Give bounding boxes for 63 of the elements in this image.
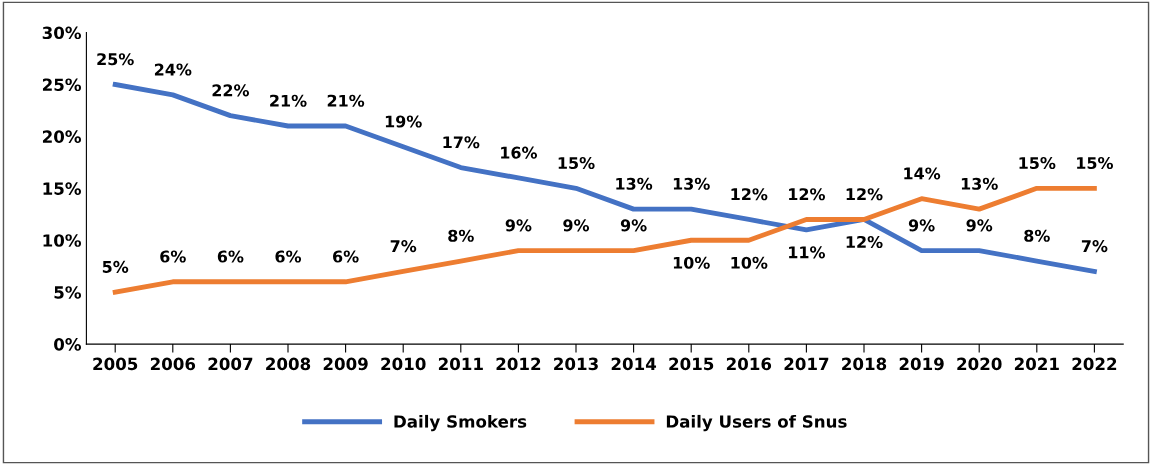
y-tick-label: 20%: [42, 130, 82, 143]
x-tick-label: 2021: [1014, 357, 1059, 371]
x-tick-label: 2010: [381, 357, 426, 371]
data-label: 24%: [154, 63, 192, 76]
data-label: 10%: [673, 256, 710, 269]
data-label: 13%: [673, 177, 710, 190]
data-label: 7%: [390, 240, 417, 253]
x-tick-label: 2018: [842, 357, 887, 371]
x-tick-label: 2007: [208, 357, 253, 371]
data-label: 16%: [501, 146, 538, 159]
data-label: 6%: [160, 250, 186, 263]
data-label: 6%: [217, 250, 244, 263]
y-tick-label: 10%: [43, 234, 82, 247]
y-tick-label: 15%: [43, 182, 82, 195]
x-tick-label: 2022: [1072, 357, 1117, 371]
data-label: 12%: [846, 235, 883, 248]
data-label: 21%: [327, 94, 365, 107]
data-label: 17%: [443, 136, 480, 149]
data-label: 9%: [966, 219, 993, 232]
data-label: 7%: [1081, 240, 1108, 253]
y-tick-label: 30%: [42, 26, 82, 40]
x-tick-label: 2013: [554, 357, 598, 371]
x-tick-label: 2011: [438, 357, 483, 371]
data-label: 15%: [1077, 156, 1114, 170]
data-label: 6%: [333, 250, 359, 263]
data-label: 13%: [616, 177, 653, 190]
x-tick-label: 2015: [669, 357, 714, 371]
y-tick-label: 5%: [54, 286, 82, 299]
x-tick-label: 2016: [726, 357, 772, 371]
data-label: 9%: [620, 219, 647, 232]
x-tick-label: 2014: [611, 357, 657, 371]
data-label: 6%: [275, 250, 302, 263]
data-label: 21%: [270, 94, 307, 107]
data-label: 8%: [448, 229, 474, 242]
data-label: 9%: [505, 219, 532, 232]
data-label: 13%: [961, 177, 998, 190]
x-tick-label: 2006: [150, 357, 196, 371]
data-label: 5%: [102, 260, 129, 273]
data-label: 25%: [97, 53, 134, 66]
data-label: 14%: [904, 167, 941, 180]
data-label: 9%: [563, 219, 590, 232]
legend-label: Daily Smokers: [394, 414, 527, 432]
data-label: 12%: [731, 188, 768, 201]
x-tick-label: 2017: [784, 357, 829, 371]
data-label: 15%: [1019, 156, 1056, 170]
data-label: 9%: [908, 219, 935, 232]
x-tick-label: 2009: [323, 357, 368, 371]
y-tick-label: 25%: [42, 78, 82, 92]
data-label: 12%: [789, 188, 826, 201]
data-label: 22%: [212, 84, 250, 97]
y-tick-label: 0%: [54, 338, 82, 351]
data-label: 10%: [731, 256, 768, 269]
x-tick-label: 2019: [899, 357, 944, 371]
data-label: 11%: [789, 246, 826, 259]
x-tick-label: 2005: [93, 357, 138, 371]
x-tick-label: 2008: [266, 357, 311, 371]
data-label: 12%: [846, 188, 883, 201]
data-label: 15%: [558, 156, 595, 170]
data-label: 8%: [1024, 229, 1050, 242]
x-tick-label: 2020: [957, 357, 1002, 371]
data-label: 19%: [385, 115, 422, 128]
legend-label: Daily Users of Snus: [666, 414, 847, 432]
x-tick-label: 2012: [496, 357, 541, 371]
